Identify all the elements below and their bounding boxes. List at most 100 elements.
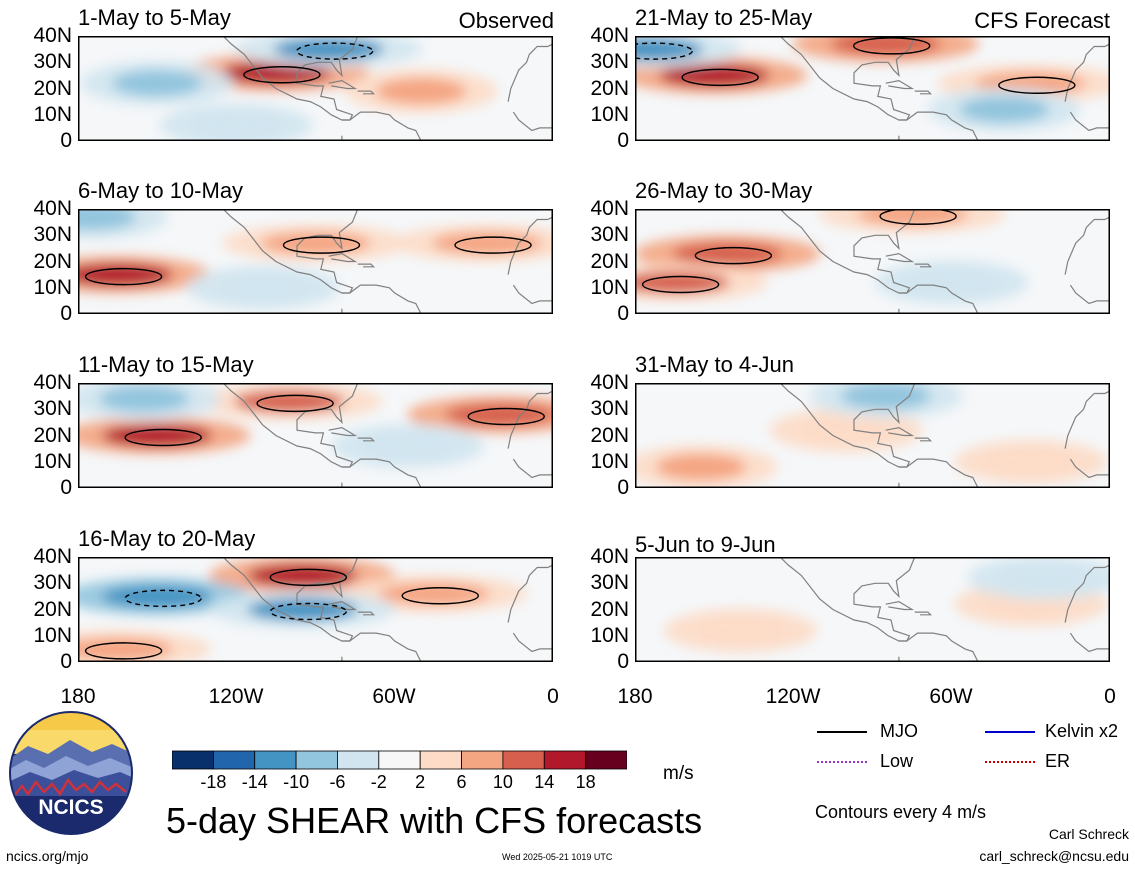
coastline [357, 263, 376, 268]
colorbar-label: 2 [415, 772, 425, 790]
units-label: m/s [663, 763, 694, 784]
mjo-contour [84, 267, 163, 286]
chart-title: 5-day SHEAR with CFS forecasts [166, 800, 703, 841]
y-tick-label: 40N [590, 545, 629, 568]
y-tick-label: 10N [33, 102, 72, 126]
colorbar-swatch [254, 750, 297, 770]
y-tick-label: 0 [617, 650, 629, 673]
coastline [779, 383, 916, 468]
coastline [898, 458, 979, 488]
colorbar-swatch [172, 750, 214, 770]
y-tick-label: 0 [60, 476, 72, 499]
panel-title-fc-4: 5-Jun to 9-Jun [635, 532, 776, 557]
shear-anomaly [102, 585, 213, 608]
shear-anomaly [985, 448, 1076, 475]
panel-title-obs-1: 1-May to 5-May [78, 5, 231, 30]
coastline [222, 209, 359, 294]
panel-title-fc-2: 26-May to 30-May [635, 178, 813, 203]
y-tick-label: 0 [60, 302, 72, 325]
y-tick-label: 30N [590, 223, 629, 247]
panel-title-fc-1: 21-May to 25-May [635, 5, 813, 30]
y-tick-label: 40N [33, 197, 72, 220]
shear-anomaly [191, 112, 282, 139]
y-tick-label: 0 [60, 129, 72, 152]
x-tick-label: 60W [929, 685, 973, 708]
coastline [914, 90, 933, 95]
coastline [328, 79, 358, 90]
x-tick-label: 60W [372, 685, 416, 708]
map-frame [78, 209, 553, 314]
y-tick-label: 40N [33, 24, 72, 47]
mjo-contour [998, 76, 1076, 94]
coastline [341, 458, 422, 488]
coastline [1064, 390, 1110, 479]
y-tick-label: 30N [33, 397, 72, 421]
mjo-contour [694, 246, 773, 265]
shear-anomaly [432, 232, 543, 255]
map-frame [78, 557, 553, 662]
y-tick-label: 20N [590, 249, 629, 273]
mjo-contour [282, 236, 361, 254]
coastline [1064, 216, 1110, 305]
shear-anomaly [247, 564, 358, 587]
mjo-contour [243, 66, 321, 84]
shear-anomaly [635, 271, 730, 294]
colorbar-label: -14 [242, 772, 268, 790]
panel-title-fc-3: 31-May to 4-Jun [635, 352, 794, 377]
coastline [885, 79, 915, 90]
author-email[interactable]: carl_schreck@ncsu.edu [979, 848, 1129, 864]
coastline [357, 611, 376, 616]
y-tick-label: 40N [590, 197, 629, 220]
y-tick-label: 30N [33, 571, 72, 595]
y-tick-label: 10N [590, 102, 629, 126]
shear-anomaly [672, 242, 783, 265]
colorbar-swatch [212, 750, 256, 770]
y-tick-label: 20N [33, 249, 72, 273]
coastline [914, 437, 933, 442]
y-tick-label: 40N [33, 545, 72, 568]
coastline [507, 390, 553, 479]
colorbar-label: -6 [329, 772, 345, 790]
shear-anomaly [840, 383, 931, 410]
map-panel-fc-1 [635, 36, 1110, 141]
x-tick-label: 180 [60, 685, 96, 708]
legend-label-kelvin: Kelvin x2 [1045, 721, 1119, 741]
mjo-contour [84, 642, 163, 660]
map-frame [635, 36, 1110, 141]
shear-anomaly [659, 64, 770, 87]
shear-anomaly [379, 582, 490, 605]
coastline [507, 216, 553, 305]
colorbar-swatch [295, 750, 338, 770]
coastline [507, 43, 553, 132]
mjo-contour [124, 428, 202, 447]
coastline [1064, 43, 1110, 132]
y-tick-label: 20N [590, 76, 629, 100]
coastline [341, 284, 422, 314]
shear-anomaly [78, 263, 173, 286]
forecast-label: CFS Forecast [974, 8, 1110, 33]
y-tick-label: 20N [590, 423, 629, 447]
y-tick-label: 30N [33, 50, 72, 74]
y-tick-label: 10N [590, 275, 629, 299]
site-url[interactable]: ncics.org/mjo [6, 848, 89, 864]
y-tick-label: 30N [33, 223, 72, 247]
x-tick-label: 0 [1104, 685, 1116, 708]
shear-anomaly [102, 424, 213, 447]
map-panel-obs-3 [78, 383, 553, 488]
panel-title-obs-2: 6-May to 10-May [78, 178, 244, 203]
map-panel-fc-3 [635, 383, 1110, 488]
colorbar-swatch [461, 750, 504, 770]
colorbar-label: 14 [534, 772, 554, 790]
mjo-contour [879, 209, 957, 225]
mjo-contour [401, 587, 479, 605]
legend-line-kelvin [985, 731, 1035, 733]
shear-anomaly [112, 70, 203, 97]
coastline [885, 600, 915, 611]
shear-anomaly [655, 454, 746, 480]
coastline [222, 557, 359, 642]
mjo-contour [269, 568, 348, 587]
coastline [328, 426, 358, 437]
y-tick-label: 0 [617, 302, 629, 325]
colorbar-swatch [543, 750, 587, 770]
contour-note: Contours every 4 m/s [815, 802, 987, 822]
